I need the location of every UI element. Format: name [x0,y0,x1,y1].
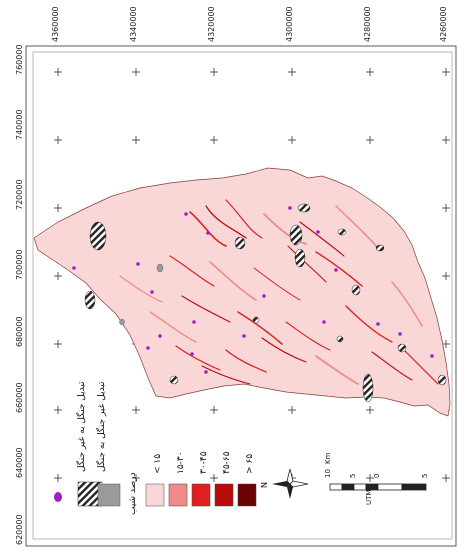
slope-class-3-swatch [191,483,211,507]
top-axis: 4360000 4340000 4320000 4300000 4280000 … [51,6,448,42]
north-arrow: N [260,468,309,499]
scale-bar: 10 5 0 5 Km UTM [324,452,429,505]
legend-dot-symbol [54,492,62,502]
scale-unit: Km [324,452,332,464]
slope-class-5-swatch [237,483,257,507]
legend: تبدیل جنگل به غیر جنگل تبدیل غیر جنگل به… [54,381,257,515]
y-tick-label: 4340000 [129,6,138,42]
map-inner-frame [32,51,453,540]
scale-label: 5 [421,474,429,478]
legend-hatch-label: تبدیل جنگل به غیر جنگل [75,381,87,472]
scale-projection: UTM [365,490,373,505]
hatched-patches [84,203,447,403]
slope-class-3-label: ۳۰-۴۵ [199,451,209,474]
x-tick-label: 760000 [15,44,24,75]
slope-class-2-swatch [168,483,188,507]
scale-label: 5 [349,474,357,478]
study-area-polygon [33,167,451,417]
x-tick-label: 640000 [15,447,24,478]
x-tick-label: 660000 [15,382,24,413]
slope-class-1-label: < ۱۵ [153,454,163,474]
slope-class-4-swatch [214,483,234,507]
y-tick-label: 4280000 [363,6,372,42]
slope-class-5-label: > ۶۵ [245,454,255,474]
north-label: N [260,482,269,488]
left-axis: 760000 740000 720000 700000 680000 66000… [15,44,24,545]
slope-legend-title: درصد شیب [128,472,138,515]
x-tick-label: 740000 [15,109,24,140]
scale-label: 0 [373,474,381,478]
slope-streaks [119,199,439,385]
x-tick-label: 700000 [15,249,24,280]
slope-class-1-swatch [145,483,165,507]
x-tick-label: 680000 [15,316,24,347]
y-tick-label: 4260000 [439,6,448,42]
x-tick-label: 620000 [15,514,24,545]
x-tick-label: 720000 [15,179,24,210]
grey-patches [119,263,164,326]
slope-class-4-label: ۴۵-۶۵ [222,451,232,474]
slope-class-2-label: ۱۵-۳۰ [176,451,186,474]
point-markers [72,206,434,374]
legend-grey-symbol [97,483,121,507]
y-tick-label: 4300000 [285,6,294,42]
y-tick-label: 4320000 [207,6,216,42]
y-tick-label: 4360000 [51,6,60,42]
scale-label: 10 [324,469,332,478]
legend-grey-label: تبدیل غیر جنگل به جنگل [95,381,107,472]
